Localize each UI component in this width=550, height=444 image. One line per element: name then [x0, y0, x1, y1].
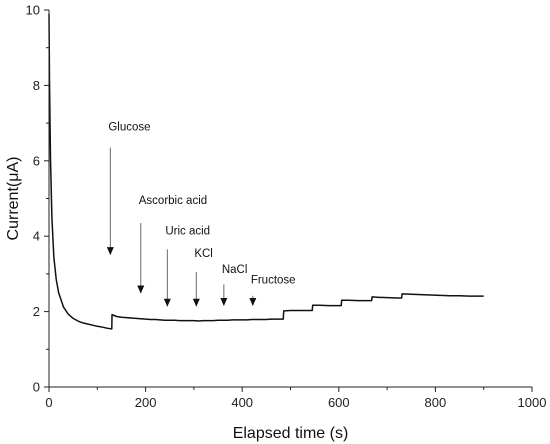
- x-tick-label: 0: [45, 395, 52, 410]
- series-line: [48, 13, 484, 330]
- y-tick-label: 6: [33, 153, 40, 168]
- y-tick-label: 8: [33, 78, 40, 93]
- x-tick-label: 800: [425, 395, 447, 410]
- y-tick-label: 4: [33, 229, 40, 244]
- y-axis-title: Current(μA): [5, 157, 22, 241]
- x-tick-label: 600: [328, 395, 350, 410]
- annotation-label: Uric acid: [165, 225, 210, 237]
- plot-area: [48, 13, 484, 330]
- y-tick-label: 0: [33, 380, 40, 395]
- annotation-label: Glucose: [108, 122, 150, 134]
- x-tick-label: 1000: [518, 395, 547, 410]
- y-tick-label: 2: [33, 304, 40, 319]
- annotation-label: NaCl: [222, 264, 248, 276]
- annotation-label: Ascorbic acid: [139, 195, 207, 207]
- annotation-label: Fructose: [251, 274, 296, 286]
- annotation-label: KCl: [194, 248, 213, 260]
- annotations: Glucose Ascorbic acid Uric acid KCl NaClFruc…: [106, 122, 296, 307]
- x-axis-title: Elapsed time (s): [233, 425, 349, 442]
- x-tick-label: 400: [231, 395, 253, 410]
- y-tick-label: 10: [26, 3, 40, 18]
- axes: 0 2 4 6 8 10 0 200 400 600 800 1000: [26, 3, 547, 411]
- x-tick-label: 200: [135, 395, 157, 410]
